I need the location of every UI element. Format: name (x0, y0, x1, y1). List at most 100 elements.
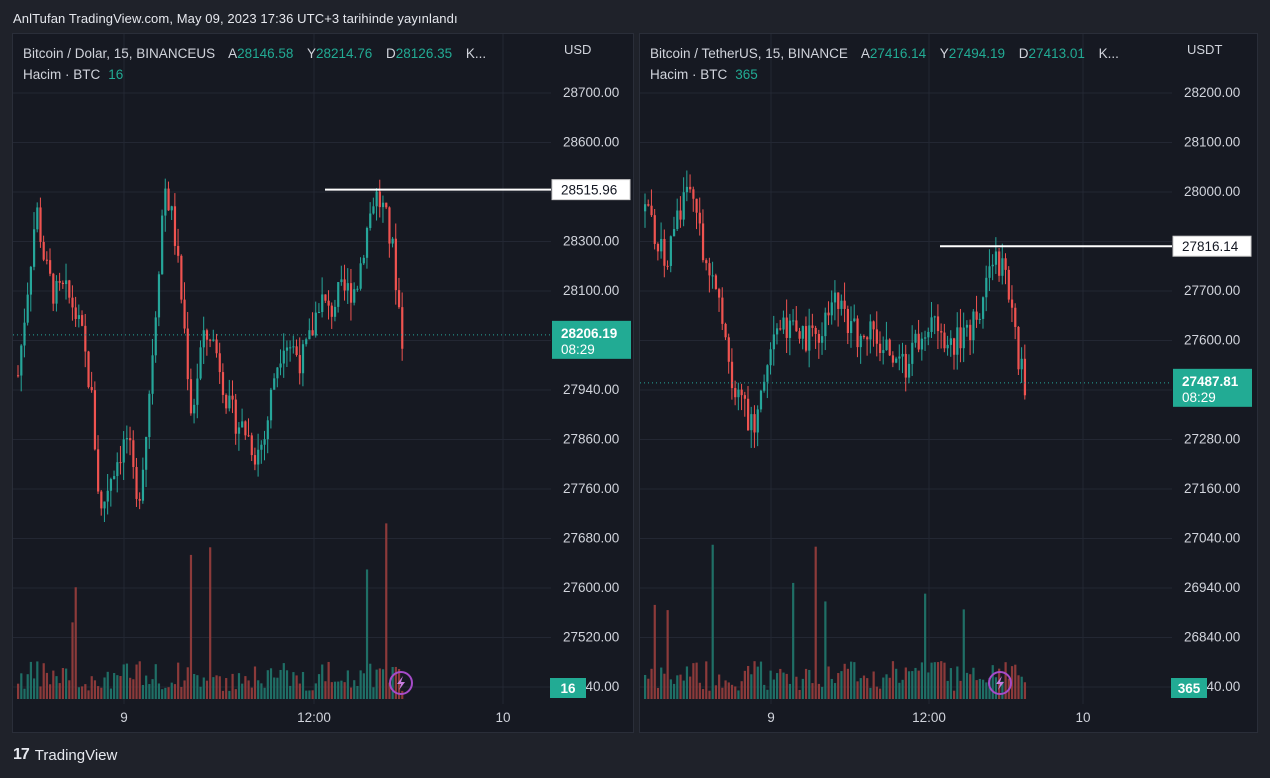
candle-body (103, 501, 106, 509)
volume-bar (817, 683, 821, 699)
y-axis-tick-label: 27160.00 (1184, 481, 1240, 496)
volume-bar (202, 677, 205, 699)
volume-bar (93, 680, 97, 699)
candle-body (885, 339, 888, 351)
volume-bar (314, 683, 317, 699)
tradingview-logo[interactable]: 17 TradingView (13, 746, 117, 764)
ohlc-high-value: 28214.76 (315, 46, 373, 61)
candle-body (109, 479, 113, 491)
candle-body (209, 339, 212, 341)
candle-body (122, 439, 125, 463)
candle-body (701, 223, 705, 261)
candle-body (904, 353, 907, 378)
current-price-label: 28206.19 (561, 326, 617, 341)
volume-bar (898, 682, 901, 699)
candle-body (1004, 258, 1007, 270)
candle-body (289, 347, 292, 349)
volume-bar (106, 671, 109, 699)
candle-body (58, 280, 61, 283)
y-axis-tick-label: 27860.00 (563, 432, 619, 447)
volume-bar (1001, 681, 1004, 699)
volume-bar (45, 672, 49, 699)
volume-bar (17, 683, 20, 699)
volume-bar (87, 690, 90, 699)
tradingview-logo-text: TradingView (34, 746, 118, 764)
volume-bar (772, 679, 775, 699)
candle-body (801, 326, 804, 339)
candle-body (151, 355, 154, 394)
volume-bar (324, 681, 327, 699)
volume-bar (859, 678, 862, 699)
volume-bar (55, 676, 58, 699)
candle-body (795, 320, 798, 332)
chart-panel-btcusdt[interactable]: 28200.0028100.0028000.0027900.0027700.00… (639, 33, 1258, 733)
candle-body (821, 336, 824, 343)
volume-bar (975, 680, 978, 699)
candle-body (157, 274, 161, 318)
volume-bar (263, 687, 266, 699)
volume-bar (244, 676, 247, 699)
lightning-alert-icon[interactable] (389, 671, 413, 695)
y-axis-tick-label: 27700.00 (1184, 283, 1240, 298)
candle-body (753, 414, 756, 433)
volume-bar (782, 672, 785, 699)
volume-bar (145, 675, 148, 699)
lightning-alert-icon[interactable] (988, 671, 1012, 695)
candle-body (164, 188, 167, 216)
volume-bar (289, 685, 292, 699)
volume-bar (679, 674, 682, 699)
symbol-legend: Bitcoin / TetherUS, 15, BINANCE A27416.1… (650, 46, 1119, 61)
candle-body (17, 375, 20, 377)
candle-body (391, 238, 394, 244)
candle-body (698, 212, 701, 224)
candle-body (279, 363, 282, 368)
volume-bar (266, 670, 269, 699)
volume-bar (26, 674, 29, 699)
chart-panel-btcusd[interactable]: 28700.0028600.0028400.0028300.0028100.00… (12, 33, 634, 733)
candlestick-chart-btcusd[interactable]: 28700.0028600.0028400.0028300.0028100.00… (13, 34, 634, 733)
candle-body (365, 227, 369, 258)
volume-bar (875, 686, 878, 699)
y-axis-tick-label: 28100.00 (1184, 135, 1240, 150)
volume-label: Hacim · BTC (23, 67, 101, 82)
candle-body (29, 266, 33, 295)
y-axis-tick-label: 27760.00 (563, 481, 619, 496)
volume-bar (29, 661, 33, 699)
candle-body (333, 306, 337, 317)
candle-body (225, 394, 228, 409)
candle-body (721, 297, 724, 324)
volume-bar (734, 686, 737, 699)
volume-bar (653, 604, 656, 699)
volume-bar (77, 687, 81, 699)
candle-body (253, 455, 257, 465)
candle-body (237, 427, 241, 434)
candle-body (653, 215, 656, 244)
volume-bar (205, 680, 209, 699)
volume-bar (378, 668, 381, 699)
volume-bar (225, 678, 228, 699)
volume-bar (20, 673, 23, 699)
candle-body (311, 330, 314, 336)
volume-value: 365 (735, 67, 758, 82)
volume-bar (862, 675, 866, 699)
volume-bar (298, 683, 301, 699)
volume-bar (795, 676, 798, 699)
candle-body (914, 333, 917, 343)
volume-bar (122, 664, 125, 699)
volume-bar (346, 670, 349, 699)
volume-bar (308, 690, 311, 699)
candle-body (298, 355, 301, 374)
volume-bar (113, 672, 116, 699)
volume-bar (269, 668, 273, 699)
volume-bar (362, 673, 365, 699)
volume-bar (161, 689, 164, 699)
volume-bar (792, 582, 795, 699)
volume-bar (724, 680, 727, 699)
candlestick-chart-btcusdt[interactable]: 28200.0028100.0028000.0027900.0027700.00… (640, 34, 1258, 733)
volume-bar (747, 665, 750, 699)
volume-bar (381, 669, 385, 699)
candle-body (930, 317, 933, 332)
ohlc-open-label: A (228, 46, 238, 61)
volume-bar (119, 676, 122, 699)
candle-body (833, 292, 837, 303)
